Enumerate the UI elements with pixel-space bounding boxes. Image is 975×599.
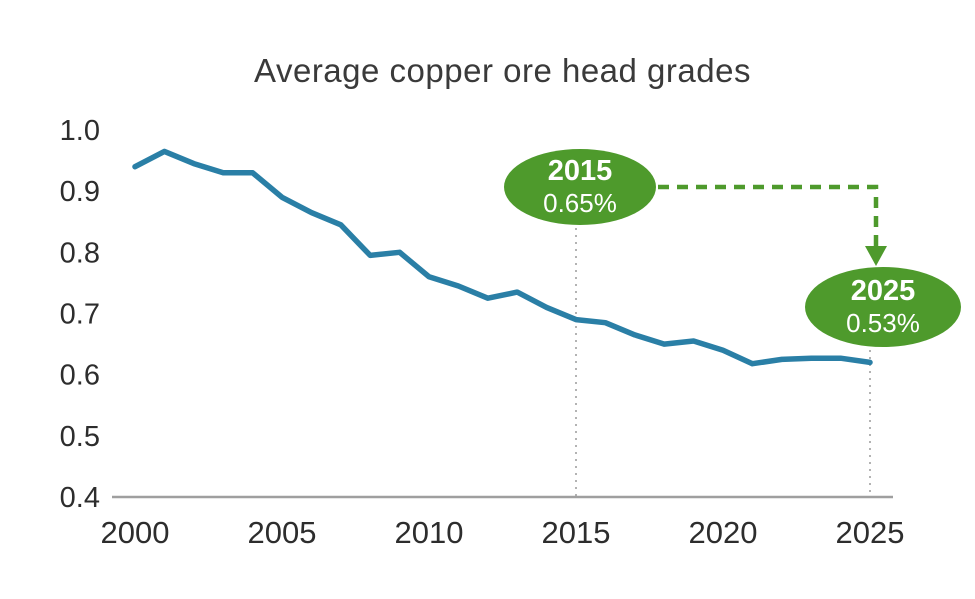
annotation-connector	[658, 184, 879, 246]
y-tick-label: 0.6	[60, 360, 100, 392]
annotation-2025-value: 0.53%	[846, 307, 920, 338]
x-tick-label: 2005	[248, 515, 317, 550]
annotation-bubble-2025: 2025 0.53%	[805, 267, 961, 347]
y-tick-label: 0.9	[60, 176, 100, 208]
annotation-2025-year: 2025	[850, 275, 916, 308]
x-tick-label: 2015	[542, 515, 611, 550]
x-tick-label: 2010	[395, 515, 464, 550]
annotation-2015-value: 0.65%	[543, 187, 617, 218]
y-tick-label: 0.5	[60, 421, 100, 453]
x-tick-label: 2000	[101, 515, 170, 550]
arrow-down-icon	[865, 246, 887, 266]
head-grade-line	[132, 148, 873, 367]
y-tick-label: 0.7	[60, 299, 100, 331]
y-tick-label: 0.8	[60, 237, 100, 269]
y-tick-label: 0.4	[60, 482, 100, 514]
chart-title: Average copper ore head grades	[254, 52, 751, 89]
annotation-bubble-2015: 2015 0.65%	[504, 149, 656, 225]
y-tick-label: 1.0	[60, 115, 100, 147]
x-tick-label: 2020	[689, 515, 758, 550]
x-tick-label: 2025	[836, 515, 905, 550]
annotation-2015-year: 2015	[547, 155, 613, 188]
